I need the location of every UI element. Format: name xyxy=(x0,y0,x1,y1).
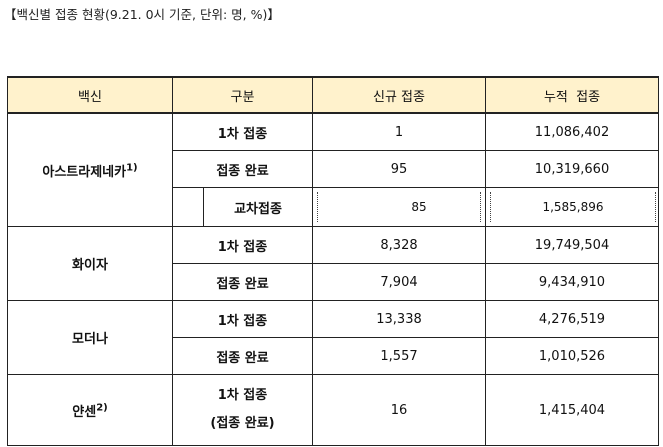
vaccination-table: 백신 구분 신규 접종 누적 접종 아스트라제네카1) 1차 접종 1 11,0… xyxy=(7,76,659,446)
total-cell: 4,276,519 xyxy=(485,300,659,338)
new-cell: 16 xyxy=(312,374,486,446)
total-cell: 19,749,504 xyxy=(485,226,659,264)
table-row: 교차접종 85 1,585,896 xyxy=(8,187,659,227)
footnote-marker: 2) xyxy=(96,402,108,414)
new-cell: 85 xyxy=(312,187,486,227)
category-cell: 1차 접종 xyxy=(172,226,313,264)
category-cell: 접종 완료 xyxy=(172,263,313,301)
table-row: 접종 완료 1,557 1,010,526 xyxy=(8,337,659,375)
new-cell-value: 85 xyxy=(317,192,481,222)
table-row: 접종 완료 95 10,319,660 xyxy=(8,150,659,188)
category-line-2: (접종 완료) xyxy=(210,416,275,431)
category-cell: 1차 접종 xyxy=(172,300,313,338)
new-cell: 1 xyxy=(312,112,486,151)
new-cell: 1,557 xyxy=(312,337,486,375)
cross-vaccination-label: 교차접종 xyxy=(234,201,282,217)
category-line-1: 1차 접종 xyxy=(217,388,268,403)
total-cell: 10,319,660 xyxy=(485,150,659,188)
header-total: 누적 접종 xyxy=(485,76,659,114)
footnote-marker: 1) xyxy=(126,162,138,174)
total-cell: 1,415,404 xyxy=(485,374,659,446)
indent-spacer xyxy=(173,188,204,226)
vaccine-name-janssen: 얀센2) xyxy=(7,374,173,446)
vaccine-name-moderna: 모더나 xyxy=(7,300,173,375)
total-cell-value: 1,585,896 xyxy=(490,192,656,222)
category-cell: 1차 접종 (접종 완료) xyxy=(172,374,313,446)
vaccine-name-text: 아스트라제네카 xyxy=(42,164,127,180)
new-cell: 95 xyxy=(312,150,486,188)
table-row: 아스트라제네카1) 1차 접종 1 11,086,402 xyxy=(7,112,659,227)
header-vaccine: 백신 xyxy=(7,76,173,114)
category-cell-cross: 교차접종 xyxy=(172,187,313,227)
vaccine-name-az: 아스트라제네카1) xyxy=(7,112,173,227)
header-category: 구분 xyxy=(172,76,313,114)
category-cell: 접종 완료 xyxy=(172,150,313,188)
header-new: 신규 접종 xyxy=(312,76,486,114)
new-cell: 13,338 xyxy=(312,300,486,338)
total-cell: 1,585,896 xyxy=(485,187,659,227)
header-row: 백신 구분 신규 접종 누적 접종 xyxy=(7,76,659,114)
new-cell: 7,904 xyxy=(312,263,486,301)
vaccine-name-text: 얀센 xyxy=(72,404,97,420)
table-row: 얀센2) 1차 접종 (접종 완료) 16 1,415,404 xyxy=(7,374,659,446)
category-cell: 1차 접종 xyxy=(172,112,313,151)
category-cell: 접종 완료 xyxy=(172,337,313,375)
total-cell: 9,434,910 xyxy=(485,263,659,301)
total-cell: 1,010,526 xyxy=(485,337,659,375)
new-cell: 8,328 xyxy=(312,226,486,264)
table-caption: 【백신별 접종 현황(9.21. 0시 기준, 단위: 명, %)】 xyxy=(4,7,280,22)
table-row: 모더나 1차 접종 13,338 4,276,519 xyxy=(7,300,659,375)
table-row: 화이자 1차 접종 8,328 19,749,504 xyxy=(7,226,659,301)
total-cell: 11,086,402 xyxy=(485,112,659,151)
vaccine-name-pfizer: 화이자 xyxy=(7,226,173,301)
